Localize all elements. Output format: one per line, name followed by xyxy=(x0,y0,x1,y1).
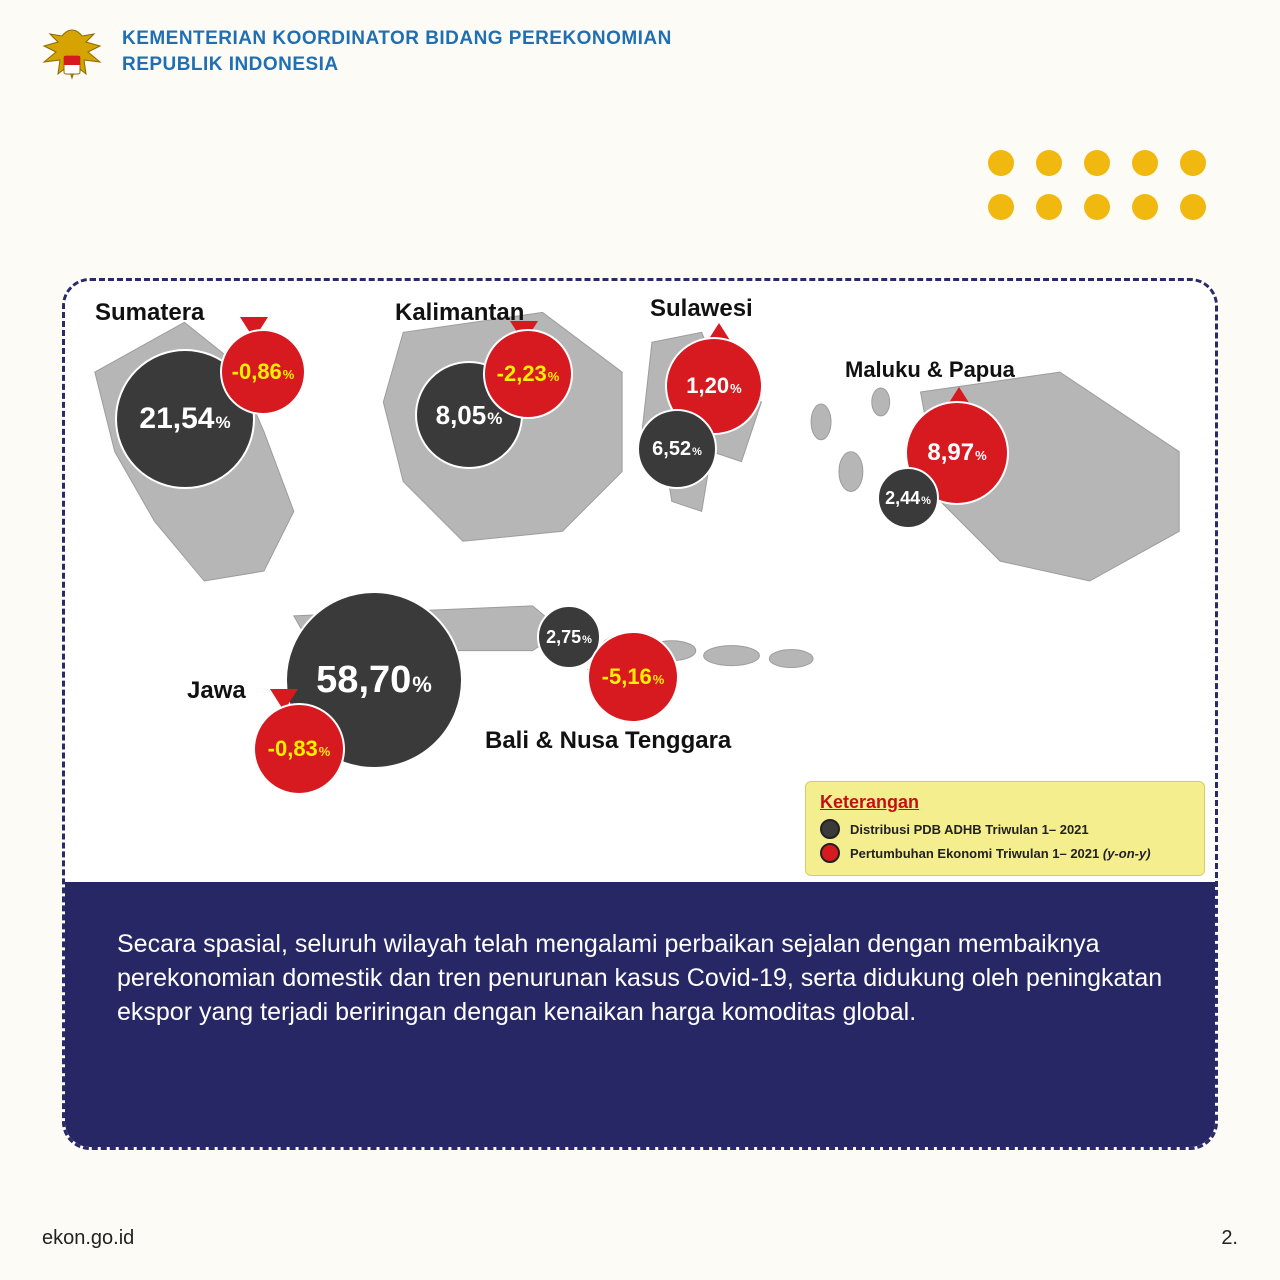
footer-site: ekon.go.id xyxy=(42,1227,134,1250)
legend-title: Keterangan xyxy=(820,792,1190,813)
dist-bubble-malukupapua: 2,44% xyxy=(877,467,939,529)
footer-page: 2. xyxy=(1221,1227,1238,1250)
legend-dot-red-icon xyxy=(820,843,840,863)
caption-panel: Secara spasial, seluruh wilayah telah me… xyxy=(65,882,1215,1147)
growth-bubble-sumatera: -0,86% xyxy=(220,329,306,415)
decoration-dots xyxy=(988,150,1206,220)
dist-bubble-sulawesi: 6,52% xyxy=(637,409,717,489)
growth-bubble-balinusa: -5,16% xyxy=(587,631,679,723)
legend-dot-gray-icon xyxy=(820,819,840,839)
growth-bubble-jawa: -0,83% xyxy=(253,703,345,795)
region-label-jawa: Jawa xyxy=(187,677,246,705)
region-label-balinusa: Bali & Nusa Tenggara xyxy=(485,727,731,755)
spatial-card: Sumatera 21,54% -0,86% Kalimantan 8,05% … xyxy=(62,278,1218,1150)
growth-bubble-kalimantan: -2,23% xyxy=(483,329,573,419)
region-label-sulawesi: Sulawesi xyxy=(650,295,753,323)
legend-box: Keterangan Distribusi PDB ADHB Triwulan … xyxy=(805,781,1205,876)
region-label-sumatera: Sumatera xyxy=(95,299,204,327)
region-label-malukupapua: Maluku & Papua xyxy=(845,357,1015,383)
indonesia-map: Sumatera 21,54% -0,86% Kalimantan 8,05% … xyxy=(65,281,1215,886)
region-label-kalimantan: Kalimantan xyxy=(395,299,524,327)
ministry-title: KEMENTERIAN KOORDINATOR BIDANG PEREKONOM… xyxy=(122,26,672,77)
garuda-emblem-icon xyxy=(40,26,104,98)
caption-text: Secara spasial, seluruh wilayah telah me… xyxy=(117,928,1163,1029)
